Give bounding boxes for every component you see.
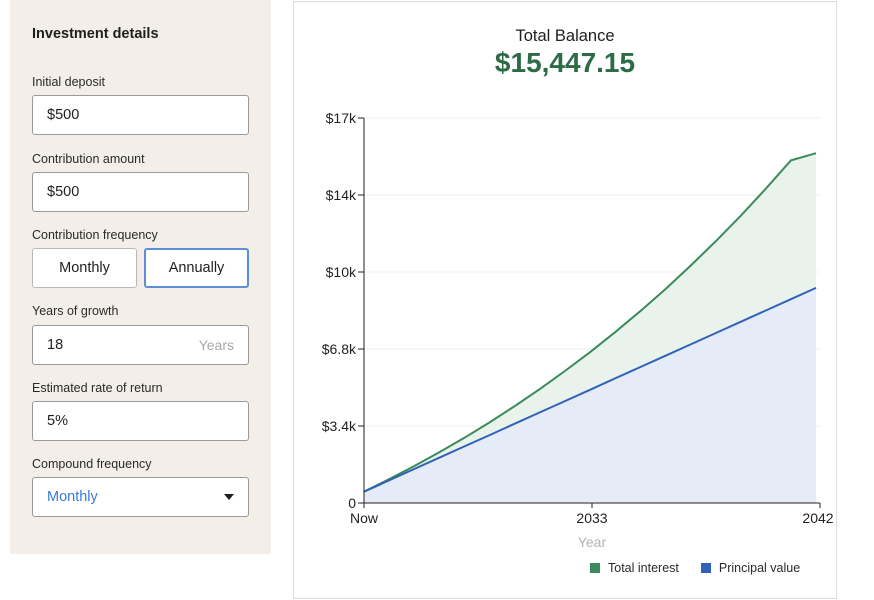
legend-label-principal: Principal value <box>718 561 801 575</box>
years-of-growth-label: Years of growth <box>32 304 119 318</box>
x-tick-label: 2042 <box>802 510 833 526</box>
legend-item-interest: Total interest <box>590 561 679 575</box>
y-tick-label: $17k <box>326 110 357 126</box>
y-tick-label: $14k <box>326 187 357 203</box>
contribution-amount-input[interactable]: $500 <box>32 172 249 212</box>
rate-of-return-label: Estimated rate of return <box>32 381 163 395</box>
legend-item-principal: Principal value <box>700 561 801 575</box>
y-tick-label: $3.4k <box>322 418 357 434</box>
chart-legend: Total interest Principal value <box>590 561 800 575</box>
initial-deposit-value: $500 <box>47 107 80 123</box>
initial-deposit-label: Initial deposit <box>32 75 105 89</box>
contribution-amount-value: $500 <box>47 184 80 200</box>
years-suffix: Years <box>198 337 234 353</box>
compound-frequency-value: Monthly <box>47 489 98 505</box>
rate-of-return-input[interactable]: 5% <box>32 401 249 441</box>
monthly-option-button[interactable]: Monthly <box>32 248 137 288</box>
rate-of-return-value: 5% <box>47 413 68 429</box>
annually-option-button[interactable]: Annually <box>144 248 249 288</box>
x-tick-label: 2033 <box>576 510 607 526</box>
compound-frequency-label: Compound frequency <box>32 457 152 471</box>
legend-label-interest: Total interest <box>608 561 679 575</box>
initial-deposit-input[interactable]: $500 <box>32 95 249 135</box>
balance-chart: 0 $3.4k $6.8k $10k $14k $17k Now 2033 2042 Year <box>322 110 834 550</box>
panel-title: Investment details <box>32 26 159 42</box>
legend-swatch-interest <box>590 563 600 573</box>
x-axis-label: Year <box>578 534 607 550</box>
contribution-amount-label: Contribution amount <box>32 152 145 166</box>
y-tick-label: $10k <box>326 264 357 280</box>
investment-details-panel: Investment details Initial deposit $500 … <box>10 0 271 554</box>
compound-frequency-select[interactable]: Monthly <box>32 477 249 517</box>
contribution-frequency-label: Contribution frequency <box>32 228 158 242</box>
chart-card: Total Balance $15,447.15 0 $3.4k $6.8k $10k… <box>293 1 837 599</box>
y-tick-label: $6.8k <box>322 341 357 357</box>
principal-line <box>363 286 817 493</box>
principal-area <box>364 287 816 503</box>
interest-area <box>364 153 816 492</box>
total-balance-value: $15,447.15 <box>494 47 636 78</box>
years-of-growth-input[interactable]: 18 Years <box>32 325 249 365</box>
y-tick-label: 0 <box>348 495 356 511</box>
interest-line <box>363 152 817 493</box>
contribution-frequency-toggle: Monthly Annually <box>32 248 249 288</box>
legend-swatch-principal <box>700 563 711 573</box>
years-of-growth-value: 18 <box>47 337 64 353</box>
total-balance-title: Total Balance <box>515 27 615 45</box>
caret-down-icon <box>224 494 234 500</box>
x-tick-label: Now <box>350 510 379 526</box>
